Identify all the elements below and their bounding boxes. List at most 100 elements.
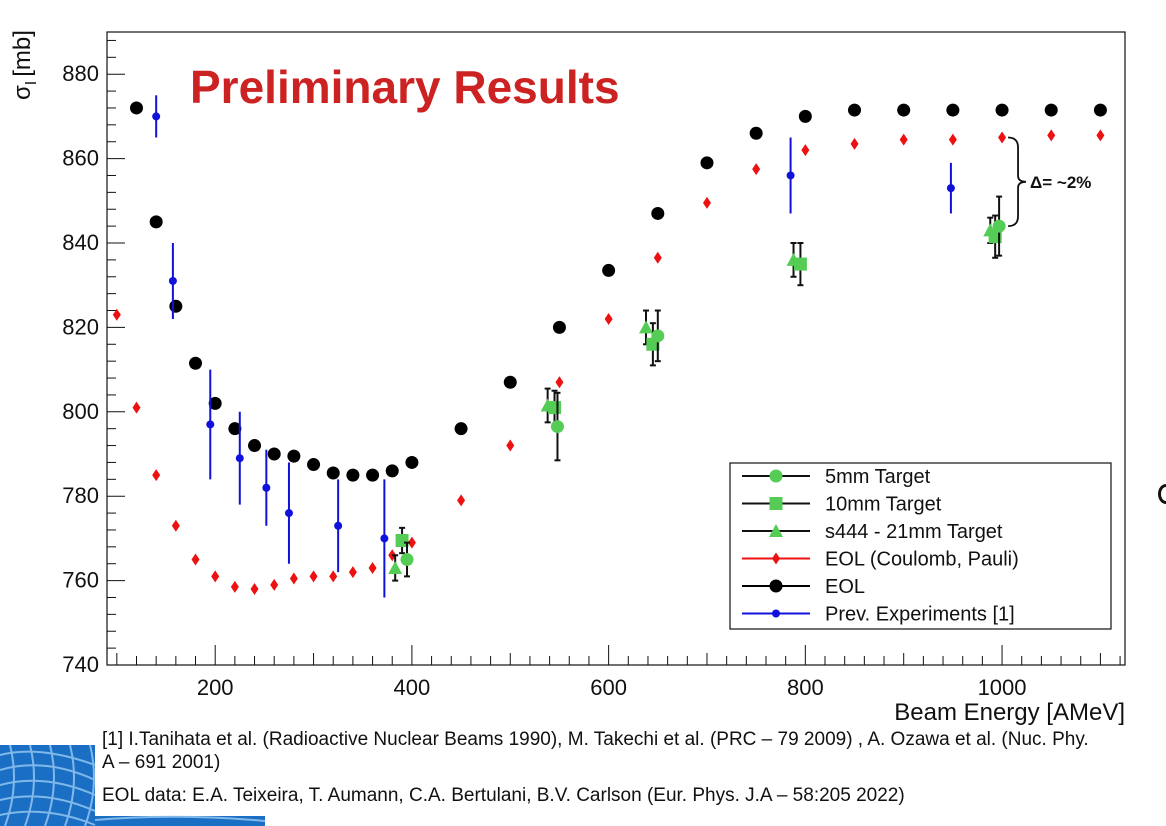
partial-glyph — [1158, 484, 1166, 504]
legend-label: Prev. Experiments [1] — [825, 604, 1015, 626]
x-tick-label: 400 — [394, 675, 431, 700]
data-point — [228, 422, 242, 436]
data-point — [152, 112, 161, 121]
data-point — [400, 553, 414, 566]
legend-marker — [772, 552, 780, 565]
data-point — [407, 536, 416, 549]
y-tick-label: 840 — [62, 230, 99, 255]
legend-marker — [769, 469, 783, 483]
data-point — [235, 454, 244, 463]
chart-title: Preliminary Results — [190, 61, 620, 113]
data-point — [388, 560, 403, 574]
y-axis-label-unit: [mb] — [9, 30, 36, 77]
data-point — [169, 299, 183, 313]
y-axis-label-symbol: σ — [9, 85, 36, 100]
data-point — [284, 509, 293, 518]
data-point — [801, 144, 810, 157]
y-tick-label: 740 — [62, 652, 99, 677]
data-point — [348, 566, 357, 579]
data-point — [638, 320, 653, 334]
legend-marker — [769, 497, 783, 510]
reference-1: [1] I.Tanihata et al. (Radioactive Nucle… — [102, 729, 1089, 773]
data-point — [112, 308, 121, 321]
data-point — [946, 103, 960, 117]
data-point — [555, 376, 564, 389]
data-point — [366, 468, 380, 482]
data-point — [262, 483, 271, 492]
x-tick-label: 1000 — [978, 675, 1027, 700]
data-point — [334, 521, 343, 530]
data-point — [149, 215, 163, 229]
logo-graphic — [0, 745, 265, 826]
data-point — [651, 329, 665, 343]
y-tick-label: 880 — [62, 61, 99, 86]
data-point — [385, 464, 399, 478]
data-point — [786, 171, 795, 180]
data-point — [380, 534, 389, 543]
data-point — [948, 133, 957, 146]
svg-text:σI[mb]: σI [mb] — [9, 30, 40, 100]
annotation-text: Δ= ~2% — [1030, 173, 1091, 192]
data-point — [248, 439, 262, 453]
data-point — [850, 137, 859, 150]
series-eol — [130, 101, 1107, 482]
data-point — [506, 439, 515, 452]
data-point — [550, 420, 564, 434]
data-point — [1044, 103, 1058, 117]
y-axis-label: σI [mb] — [9, 30, 40, 100]
data-point — [653, 251, 662, 264]
data-point — [368, 561, 377, 574]
data-point — [899, 133, 908, 146]
data-point — [405, 455, 419, 469]
data-point — [171, 519, 180, 532]
data-point — [457, 494, 466, 507]
x-tick-label: 600 — [590, 675, 627, 700]
data-point — [250, 583, 259, 596]
legend-marker — [769, 579, 783, 593]
x-axis-label: Beam Energy [AMeV] — [894, 699, 1125, 726]
axes: 740 760 780 800 820 840 860 880 200 400 600 800 1000 — [62, 31, 1126, 700]
data-point — [289, 572, 298, 585]
data-point — [230, 580, 239, 593]
legend-label: 10mm Target — [825, 494, 942, 516]
data-point — [168, 276, 177, 285]
data-point — [998, 131, 1007, 144]
data-point — [130, 101, 144, 115]
y-tick-label: 800 — [62, 399, 99, 424]
series-prev-experiments-1- — [152, 95, 955, 598]
data-point — [1047, 129, 1056, 142]
legend-label: 5mm Target — [825, 466, 931, 488]
data-point — [152, 469, 161, 482]
y-tick-label: 860 — [62, 146, 99, 171]
data-point — [700, 156, 714, 170]
data-point — [270, 578, 279, 591]
data-point — [749, 126, 763, 140]
data-point — [552, 320, 566, 334]
data-point — [651, 206, 665, 220]
data-point — [346, 468, 360, 482]
x-tick-label: 200 — [197, 675, 234, 700]
series-10mm-target — [395, 214, 1002, 555]
data-point — [206, 420, 215, 429]
data-point — [1093, 103, 1107, 117]
data-point — [307, 458, 321, 472]
y-tick-label: 760 — [62, 568, 99, 593]
reference-2: EOL data: E.A. Teixeira, T. Aumann, C.A.… — [102, 785, 905, 806]
data-point — [454, 422, 468, 436]
legend-label: EOL — [825, 576, 865, 598]
data-point — [752, 163, 761, 176]
data-point — [287, 449, 301, 463]
plot-frame — [106, 31, 1126, 666]
legend-marker — [769, 524, 783, 537]
series-eol-coulomb-pauli- — [112, 129, 1105, 596]
data-point — [329, 570, 338, 583]
data-point — [702, 196, 711, 209]
series-5mm-target — [400, 195, 1006, 578]
data-point — [848, 103, 862, 117]
data-point — [191, 553, 200, 566]
y-axis-label-subscript: I — [23, 81, 40, 85]
data-point — [503, 375, 517, 389]
data-point — [208, 396, 222, 410]
data-point — [793, 257, 807, 271]
data-point — [309, 570, 318, 583]
